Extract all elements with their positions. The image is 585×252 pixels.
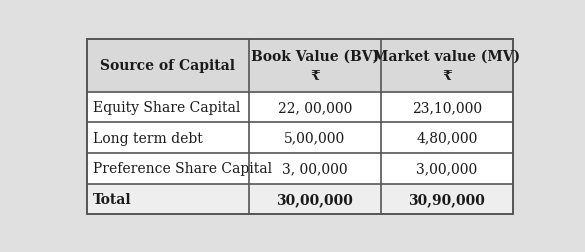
Text: 3, 00,000: 3, 00,000	[282, 162, 347, 176]
Text: Book Value (BV)
₹: Book Value (BV) ₹	[250, 49, 379, 83]
Text: Preference Share Capital: Preference Share Capital	[92, 162, 272, 176]
Text: 30,00,000: 30,00,000	[276, 192, 353, 206]
Text: 23,10,000: 23,10,000	[412, 101, 482, 115]
Text: 4,80,000: 4,80,000	[416, 131, 477, 145]
Text: Source of Capital: Source of Capital	[100, 59, 235, 73]
Text: 30,90,000: 30,90,000	[408, 192, 486, 206]
Bar	[87, 40, 513, 215]
Text: Long term debt: Long term debt	[92, 131, 202, 145]
Text: Equity Share Capital: Equity Share Capital	[92, 101, 240, 115]
Bar	[87, 40, 513, 92]
Bar	[87, 184, 513, 214]
Text: Market value (MV)
₹: Market value (MV) ₹	[373, 49, 521, 83]
Text: 3,00,000: 3,00,000	[416, 162, 477, 176]
Text: Total: Total	[92, 192, 131, 206]
Bar	[87, 40, 513, 215]
Text: 5,00,000: 5,00,000	[284, 131, 345, 145]
Text: 22, 00,000: 22, 00,000	[277, 101, 352, 115]
